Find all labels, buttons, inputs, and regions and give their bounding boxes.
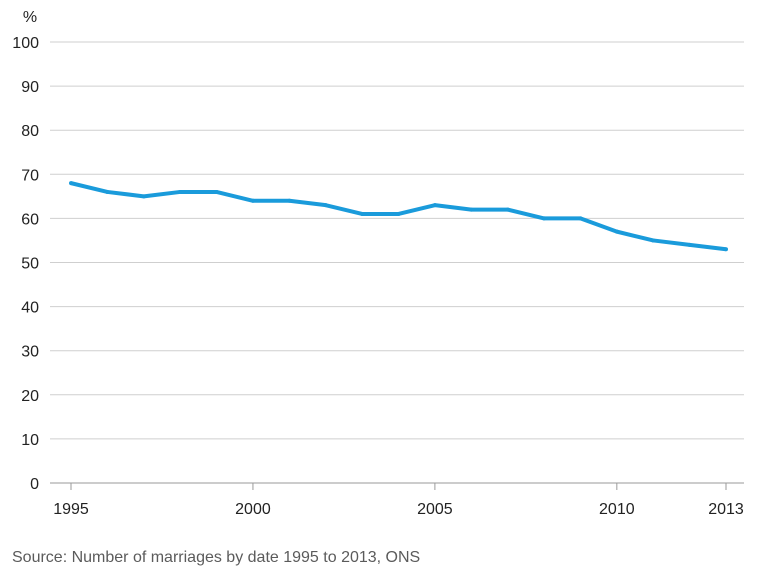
y-tick-label: 50 (21, 256, 39, 273)
y-tick-label: 70 (21, 167, 39, 184)
data-point (651, 238, 656, 243)
data-point (724, 247, 728, 252)
data-point (287, 198, 292, 203)
y-axis-label: % (23, 9, 37, 26)
series-layer (69, 181, 728, 252)
data-point (542, 216, 547, 221)
data-point (250, 198, 255, 203)
x-tick-label: 2005 (417, 501, 453, 518)
x-tick-label: 2000 (235, 501, 271, 518)
data-point (469, 207, 474, 212)
x-tick-label: 1995 (53, 501, 89, 518)
source-note: Source: Number of marriages by date 1995… (12, 549, 421, 566)
y-tick-label: 90 (21, 79, 39, 96)
y-tick-label: 80 (21, 123, 39, 140)
data-point (432, 203, 437, 208)
y-axis-ticks: 0 10 20 30 40 50 60 70 80 90 100 (12, 35, 39, 493)
gridlines (50, 41, 744, 484)
data-point (214, 189, 219, 194)
y-tick-label: 60 (21, 211, 39, 228)
data-point (687, 242, 692, 247)
data-point (396, 211, 401, 216)
data-point (323, 203, 328, 208)
y-tick-label: 100 (12, 35, 39, 52)
data-point (578, 216, 583, 221)
y-tick-label: 0 (30, 476, 39, 493)
data-point (505, 207, 510, 212)
data-point (360, 211, 365, 216)
x-tick-label: 2013 (708, 501, 744, 518)
y-tick-label: 30 (21, 344, 39, 361)
series-line (70, 181, 727, 252)
y-tick-label: 10 (21, 432, 39, 449)
x-tick-label: 2010 (599, 501, 635, 518)
y-tick-label: 40 (21, 300, 39, 317)
data-point (105, 189, 110, 194)
x-axis-ticks: 1995 2000 2005 2010 2013 (53, 483, 744, 518)
y-tick-label: 20 (21, 388, 39, 405)
data-point (614, 229, 619, 234)
data-point (178, 189, 183, 194)
data-point (141, 194, 146, 199)
data-point (69, 181, 73, 186)
